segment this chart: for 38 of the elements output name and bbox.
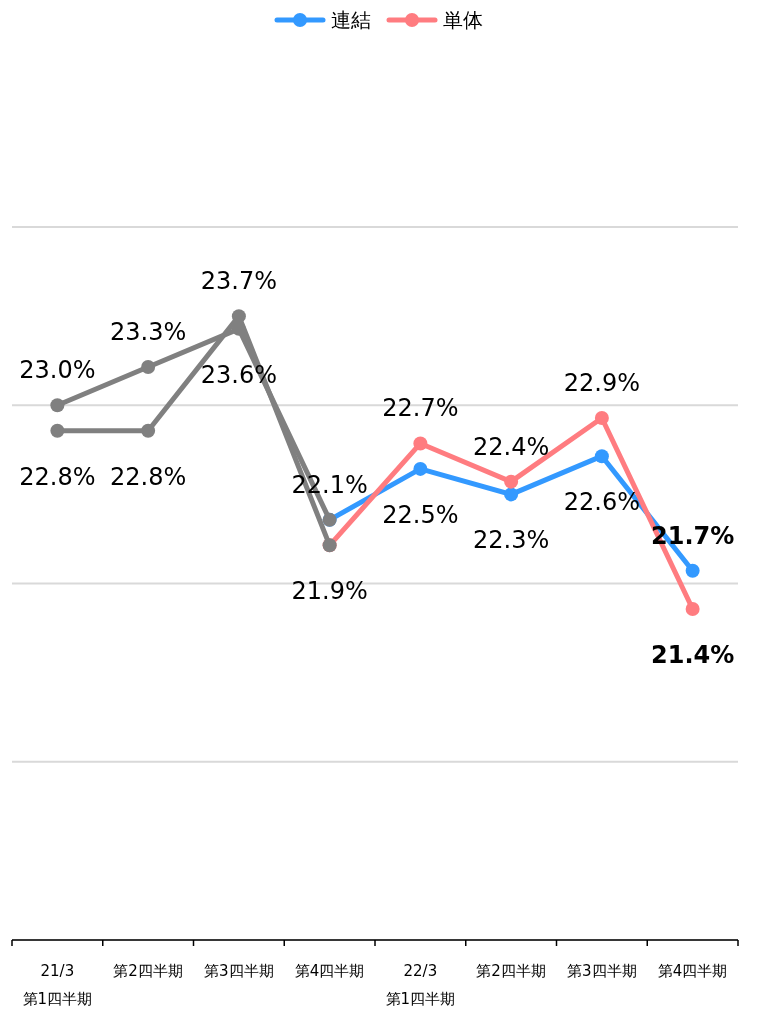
- data-label: 22.6%: [563, 488, 640, 517]
- data-label: 22.1%: [291, 470, 368, 499]
- x-tick-label: 第3四半期: [204, 962, 274, 980]
- x-tick-label: 第4四半期: [657, 962, 728, 980]
- point: [231, 309, 246, 324]
- data-label: 21.9%: [291, 577, 368, 606]
- data-label: 21.4%: [650, 640, 735, 669]
- point: [413, 461, 428, 476]
- data-label: 22.3%: [473, 526, 550, 555]
- point: [504, 487, 519, 502]
- data-label: 22.8%: [19, 462, 96, 491]
- data-label: 22.4%: [473, 432, 550, 461]
- point: [413, 436, 428, 451]
- point: [50, 423, 65, 438]
- data-label: 22.9%: [563, 368, 640, 397]
- x-tick-label: 第4四半期: [294, 962, 365, 980]
- point: [504, 474, 519, 489]
- data-label: 22.7%: [382, 394, 459, 423]
- point: [141, 360, 156, 375]
- point: [141, 423, 156, 438]
- legend-label: 単体: [443, 8, 483, 32]
- point: [594, 410, 609, 425]
- point: [685, 563, 700, 578]
- x-tick-label: 第3四半期: [567, 962, 637, 980]
- point: [685, 601, 700, 616]
- data-label: 23.3%: [110, 318, 187, 347]
- x-tick-label: 21/3 第1四半期: [22, 962, 93, 1008]
- x-tick-label: 第2四半期: [113, 962, 183, 980]
- point: [50, 398, 65, 413]
- data-label: 23.6%: [200, 360, 277, 389]
- x-tick-label: 22/3 第1四半期: [385, 962, 456, 1008]
- legend-label: 連結: [331, 8, 371, 32]
- x-tick-label: 第2四半期: [476, 962, 546, 980]
- point: [594, 449, 609, 464]
- data-label: 22.5%: [382, 500, 459, 529]
- data-label: 23.0%: [19, 356, 96, 385]
- data-label: 23.7%: [200, 267, 277, 296]
- data-label: 22.8%: [110, 462, 187, 491]
